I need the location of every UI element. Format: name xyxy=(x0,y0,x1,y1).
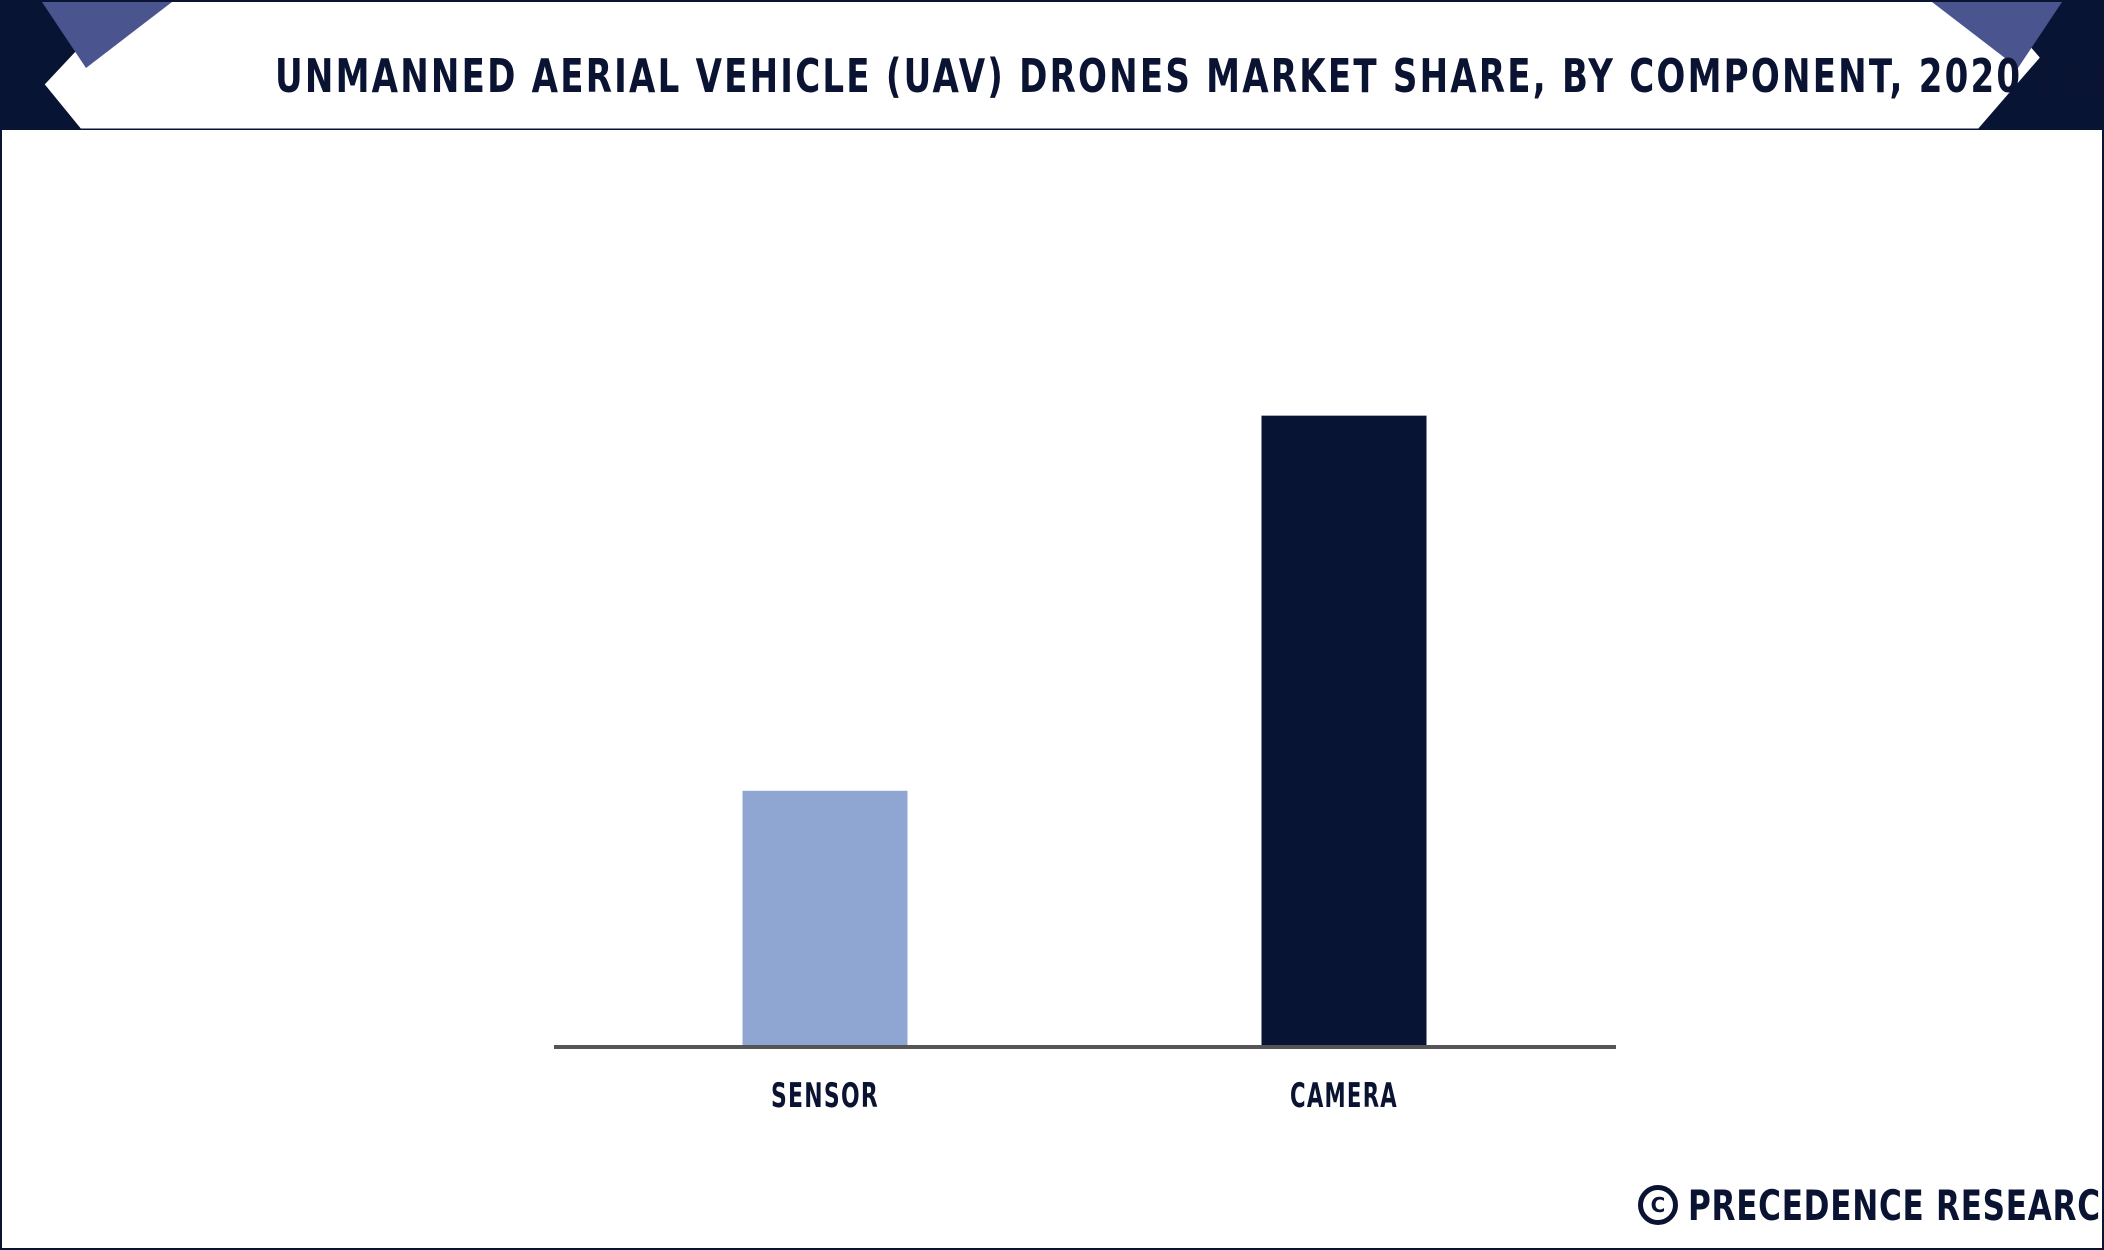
brand-name: PRECEDENCE RESEARCH xyxy=(1688,1180,2104,1230)
title-banner: UNMANNED AERIAL VEHICLE (UAV) DRONES MAR… xyxy=(2,2,2104,130)
tick-label-sensor: SENSOR xyxy=(771,1076,879,1116)
bar-camera xyxy=(1261,415,1427,1047)
banner-left-lower-corner xyxy=(2,32,82,130)
copyright-icon xyxy=(1638,1185,1678,1225)
bars-group xyxy=(742,415,1427,1047)
tick-label-camera: CAMERA xyxy=(1290,1076,1398,1116)
x-tick-labels: SENSOR CAMERA xyxy=(771,1076,1398,1116)
banner-left-accent xyxy=(42,2,172,68)
banner-decoration xyxy=(2,2,2102,130)
banner-right-lower-corner xyxy=(1977,22,2102,130)
banner-right-accent xyxy=(1932,2,2062,68)
chart-title: UNMANNED AERIAL VEHICLE (UAV) DRONES MAR… xyxy=(275,49,2104,103)
footer-brand: PRECEDENCE RESEARCH xyxy=(1638,1180,2104,1230)
bar-sensor xyxy=(742,790,908,1047)
